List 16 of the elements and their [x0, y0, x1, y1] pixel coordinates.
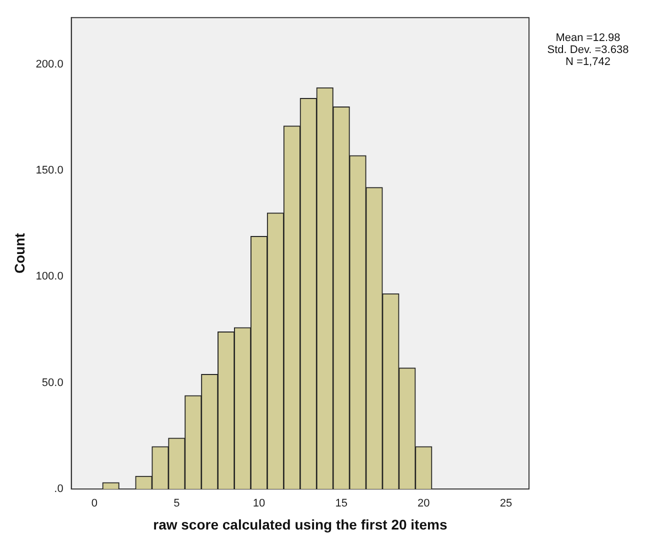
y-tick-label: 50.0	[42, 376, 64, 389]
x-tick-label: 15	[335, 498, 348, 510]
x-axis-title: raw score calculated using the first 20 items	[153, 516, 448, 532]
x-tick-label: 0	[91, 498, 98, 510]
x-tick-label: 25	[500, 498, 512, 510]
y-tick-label: 100.0	[36, 270, 64, 283]
text: Std. Dev. =3.638	[546, 44, 630, 56]
y-tick-label: 200.0	[36, 58, 64, 70]
text: Mean =12.98	[554, 32, 622, 44]
x-tick-label: 5	[174, 498, 180, 510]
text: N =1,742	[564, 56, 612, 68]
x-tick-label: 20	[418, 498, 430, 510]
x-tick-label: 10	[252, 498, 266, 510]
y-tick-label: 150.0	[36, 164, 64, 177]
y-tick-label: .0	[54, 483, 64, 496]
y-axis-title: Count	[11, 232, 28, 274]
